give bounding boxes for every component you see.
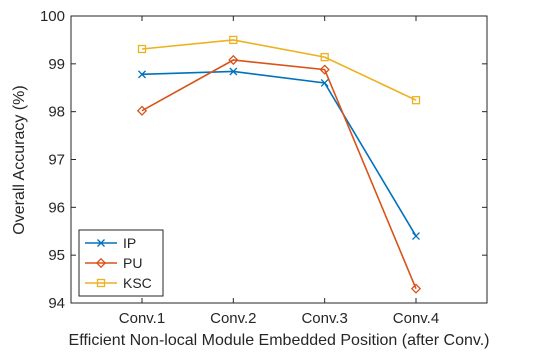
- series-lines: [141, 39, 417, 289]
- y-tick-label: 95: [48, 247, 65, 264]
- legend-label-ksc: KSC: [123, 275, 152, 291]
- data-point-ip: [138, 70, 146, 79]
- data-point-ksc: [229, 35, 238, 45]
- legend-marker-ip: [97, 239, 105, 247]
- series-line-ksc: [141, 39, 417, 101]
- y-tick-label: 97: [48, 152, 65, 169]
- legend-label-ip: IP: [123, 235, 136, 251]
- x-axis-ticks: Conv.1 Conv.2 Conv.3 Conv.4: [119, 16, 439, 327]
- data-point-ip: [320, 79, 329, 87]
- legend-marker-pu: [95, 257, 107, 269]
- legend-label-pu: PU: [123, 255, 142, 271]
- y-tick-label: 98: [48, 104, 65, 121]
- data-point-ip: [412, 232, 420, 240]
- series-line-pu: [141, 59, 417, 289]
- data-point-ksc: [137, 44, 147, 54]
- data-point-pu: [228, 54, 239, 66]
- x-tick-label: Conv.2: [210, 310, 256, 327]
- data-point-ksc: [320, 52, 329, 62]
- data-point-ksc: [411, 96, 421, 105]
- data-point-pu: [319, 64, 330, 75]
- legend-marker-ksc: [96, 278, 106, 288]
- y-axis-ticks: 94 95 96 97 98 99 100: [40, 8, 487, 312]
- x-tick-label: Conv.4: [393, 310, 439, 327]
- y-tick-label: 100: [40, 8, 65, 25]
- x-tick-label: Conv.3: [301, 310, 347, 327]
- y-tick-label: 96: [48, 199, 65, 216]
- y-tick-label: 99: [48, 56, 65, 73]
- series-markers: [136, 35, 422, 294]
- y-tick-label: 94: [48, 295, 65, 312]
- data-point-ip: [229, 67, 238, 76]
- x-tick-label: Conv.1: [119, 310, 165, 327]
- x-axis-label: Efficient Non-local Module Embedded Posi…: [69, 332, 490, 349]
- data-point-pu: [410, 283, 422, 294]
- series-line-ip: [141, 70, 417, 237]
- legend: IP PU KSC: [78, 229, 164, 297]
- data-point-pu: [136, 105, 148, 116]
- y-axis-label: Overall Accuracy (%): [11, 85, 28, 234]
